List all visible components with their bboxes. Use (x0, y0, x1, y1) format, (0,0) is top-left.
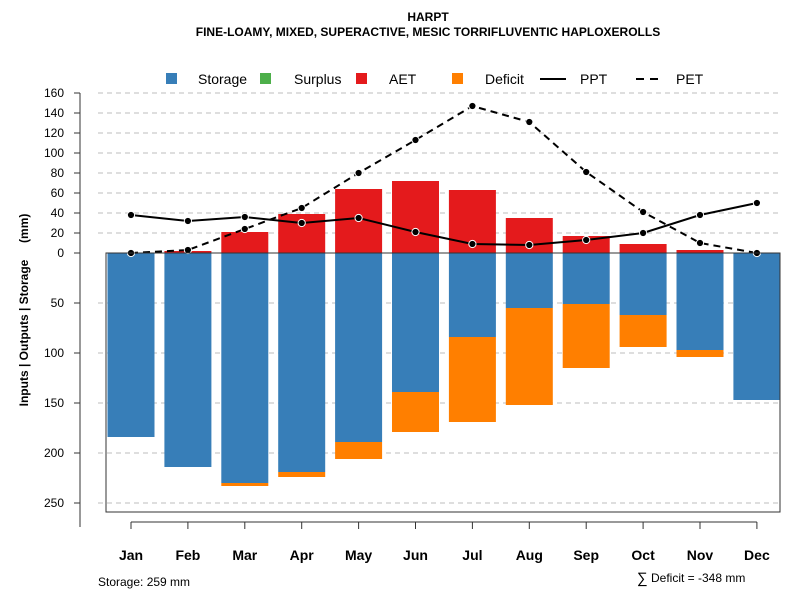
chart-title: HARPT (407, 10, 449, 24)
point-pet-apr (297, 203, 306, 213)
bar-storage-may (335, 253, 383, 442)
point-ppt-may (354, 213, 363, 223)
bar-storage-aug (505, 253, 553, 308)
y-tick-label: 50 (51, 296, 65, 310)
point-ppt-mar (240, 212, 249, 222)
legend-label-aet: AET (389, 71, 417, 87)
y-tick-label: 120 (44, 126, 64, 140)
bar-aet-nov (676, 250, 724, 253)
point-ppt-sep (582, 235, 591, 245)
bar-deficit-nov (676, 350, 724, 357)
bar-deficit-apr (278, 472, 326, 477)
point-ppt-feb (183, 216, 192, 226)
x-tick-label-aug: Aug (516, 547, 543, 563)
chart-subtitle: FINE-LOAMY, MIXED, SUPERACTIVE, MESIC TO… (196, 25, 660, 39)
point-pet-jul (468, 101, 477, 111)
point-pet-aug (525, 117, 534, 127)
y-tick-label: 20 (51, 226, 65, 240)
point-pet-oct (639, 207, 648, 217)
legend-label-ppt: PPT (580, 71, 608, 87)
y-tick-label: 250 (44, 496, 64, 510)
point-ppt-nov (695, 210, 705, 220)
point-pet-mar (240, 224, 249, 234)
y-tick-label: 100 (44, 346, 64, 360)
point-pet-feb (183, 245, 192, 255)
line-ppt (130, 202, 758, 247)
point-ppt-jan (126, 210, 136, 220)
x-tick-label-feb: Feb (175, 547, 200, 563)
point-ppt-oct (639, 228, 648, 238)
y-tick-label: 0 (57, 246, 64, 260)
grid-lines (98, 92, 780, 504)
point-pet-may (354, 168, 363, 178)
x-tick-label-nov: Nov (687, 547, 714, 563)
bar-deficit-mar (221, 483, 269, 486)
y-tick-label: 40 (51, 206, 65, 220)
point-pet-nov (695, 238, 705, 248)
y-tick-label: 140 (44, 106, 64, 120)
point-ppt-jun (411, 227, 420, 237)
bar-aet-jun (392, 181, 439, 253)
footer-storage: Storage: 259 mm (98, 575, 190, 589)
y-tick-label: 200 (44, 446, 64, 460)
legend-swatch-surplus (260, 73, 271, 84)
x-tick-label-dec: Dec (744, 547, 770, 563)
bar-deficit-jun (392, 392, 439, 432)
bar-storage-jun (392, 253, 439, 392)
y-tick-label: 80 (51, 166, 65, 180)
x-tick-label-jan: Jan (119, 547, 143, 563)
bar-deficit-aug (505, 308, 553, 405)
bar-storage-oct (619, 253, 667, 315)
footer-deficit: Deficit = -348 mm (651, 571, 745, 585)
legend-label-pet: PET (676, 71, 704, 87)
bar-deficit-oct (619, 315, 667, 347)
bar-aet-mar (221, 232, 269, 253)
legend: Storage Surplus AET Deficit PPT PET (166, 71, 704, 87)
point-ppt-dec (752, 198, 762, 208)
lines-group (126, 101, 762, 258)
legend-label-surplus: Surplus (294, 71, 341, 87)
bar-storage-apr (278, 253, 326, 472)
bar-storage-sep (562, 253, 610, 304)
bars-group (107, 181, 781, 486)
point-ppt-apr (297, 218, 306, 228)
y-tick-label: 100 (44, 146, 64, 160)
point-ppt-aug (525, 240, 534, 250)
x-tick-label-jul: Jul (462, 547, 482, 563)
x-tick-label-oct: Oct (631, 547, 655, 563)
bar-deficit-sep (562, 304, 610, 368)
bar-deficit-may (335, 442, 383, 459)
point-ppt-jul (468, 239, 477, 249)
legend-label-storage: Storage (198, 71, 247, 87)
bar-storage-jul (448, 253, 496, 337)
point-pet-sep (582, 167, 591, 177)
line-pet (130, 104, 758, 254)
y-tick-label: 60 (51, 186, 65, 200)
bar-storage-dec (733, 253, 781, 400)
footer-deficit-symbol: ∑ (637, 570, 648, 587)
x-tick-label-apr: Apr (290, 547, 315, 563)
bar-storage-jan (107, 253, 155, 437)
bar-deficit-jul (448, 337, 496, 422)
bar-aet-oct (619, 244, 667, 253)
legend-swatch-aet (356, 73, 367, 84)
y-tick-label: 150 (44, 396, 64, 410)
point-pet-jun (411, 135, 420, 145)
x-tick-label-mar: Mar (232, 547, 257, 563)
bar-storage-nov (676, 253, 724, 350)
y-tick-label: 160 (44, 86, 64, 100)
bar-storage-mar (221, 253, 269, 483)
x-tick-label-sep: Sep (573, 547, 599, 563)
axes-group: 0 20 40 60 80 100 120 140 160 50 100 150 200 250 Jan Fe… (44, 86, 781, 563)
legend-label-deficit: Deficit (485, 71, 524, 87)
legend-swatch-deficit (452, 73, 463, 84)
bar-storage-feb (164, 253, 212, 467)
y-axis-label: Inputs | Outputs | Storage (mm) (17, 214, 31, 407)
legend-swatch-storage (166, 73, 177, 84)
x-tick-label-may: May (345, 547, 372, 563)
x-tick-label-jun: Jun (403, 547, 428, 563)
